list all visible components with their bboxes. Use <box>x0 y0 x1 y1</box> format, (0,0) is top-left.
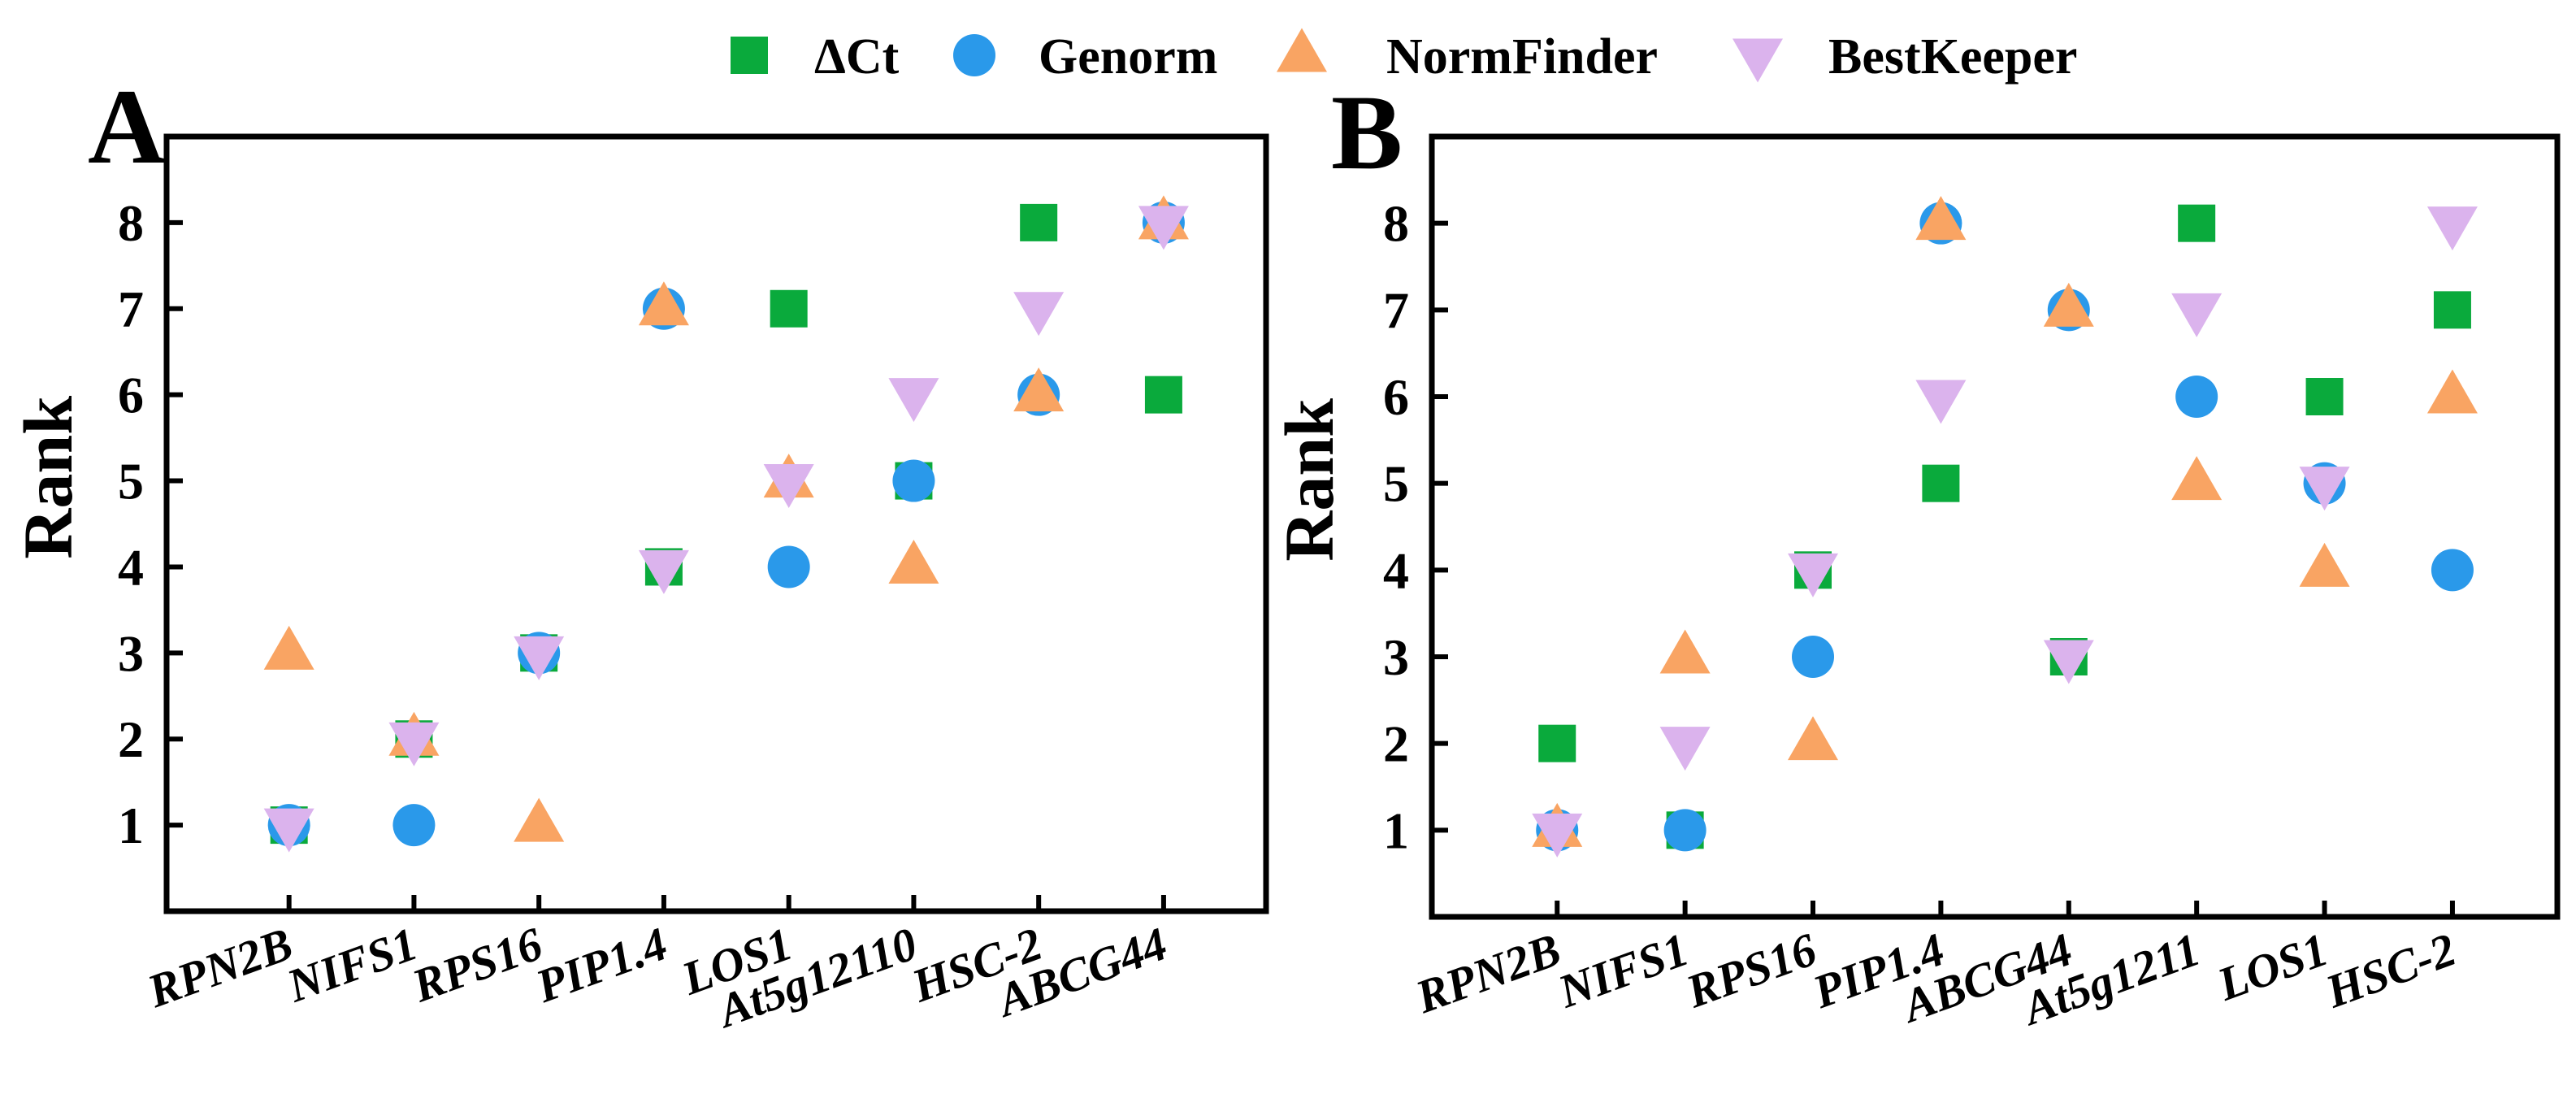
series-bestkeeper <box>263 206 1189 853</box>
point-normfinder <box>638 281 689 326</box>
y-tick-label: 3 <box>1383 628 1409 686</box>
legend-marker-dct <box>731 37 768 74</box>
point-bestkeeper <box>263 808 314 853</box>
point-dct <box>1922 464 1960 502</box>
point-normfinder <box>514 797 565 842</box>
y-tick-label: 2 <box>1383 715 1409 773</box>
legend-label-normfinder: NormFinder <box>1386 29 1658 85</box>
x-tick-label: RPN2B <box>1408 923 1568 1023</box>
point-genorm <box>2431 549 2474 592</box>
point-bestkeeper <box>2426 206 2478 251</box>
point-bestkeeper <box>1138 206 1189 250</box>
legend-marker-bestkeeper <box>1733 38 1783 83</box>
series-normfinder <box>1532 196 2478 847</box>
x-tick-label: LOS1 <box>2210 923 2335 1011</box>
point-bestkeeper <box>888 378 939 423</box>
point-bestkeeper <box>1659 727 1711 771</box>
point-dct <box>2178 204 2216 242</box>
point-normfinder <box>888 539 939 584</box>
point-bestkeeper <box>2043 640 2094 684</box>
x-tick-label: PIP1.4 <box>528 917 674 1013</box>
point-normfinder <box>2299 542 2350 587</box>
plot-frame <box>1429 133 2561 920</box>
point-dct <box>1538 724 1576 762</box>
y-tick-label: 1 <box>118 797 144 854</box>
point-dct <box>1020 203 1058 241</box>
y-tick-label: 1 <box>1383 801 1409 859</box>
point-bestkeeper <box>638 549 689 594</box>
point-bestkeeper <box>1532 813 1583 858</box>
point-bestkeeper <box>388 722 440 766</box>
point-normfinder <box>1659 629 1711 674</box>
y-axis-title: Rank <box>9 396 87 559</box>
point-normfinder <box>2171 456 2223 501</box>
y-tick-label: 5 <box>118 453 144 510</box>
point-genorm <box>2175 376 2218 418</box>
y-tick-label: 3 <box>118 624 144 682</box>
point-bestkeeper <box>763 464 814 509</box>
point-dct <box>2433 291 2471 329</box>
panel-letter: B <box>1331 72 1403 192</box>
y-tick-label: 8 <box>1383 195 1409 253</box>
point-bestkeeper <box>1788 553 1839 597</box>
chart-panel-b: 12345678RPN2BNIFS1RPS16PIP1.4ABCG44At5g1… <box>1270 72 2561 1036</box>
point-bestkeeper <box>1915 380 1967 424</box>
x-tick-label: HSC-2 <box>2318 923 2463 1018</box>
series-bestkeeper <box>1532 206 2478 858</box>
y-tick-label: 4 <box>1383 541 1409 599</box>
point-normfinder <box>1788 716 1839 761</box>
y-axis-title: Rank <box>1270 398 1348 562</box>
legend: ΔCt Genorm NormFinder BestKeeper <box>731 28 2077 85</box>
legend-label-genorm: Genorm <box>1039 29 1217 85</box>
point-genorm <box>892 459 935 502</box>
point-genorm <box>1792 636 1835 678</box>
point-normfinder <box>2043 282 2094 327</box>
legend-marker-genorm <box>953 34 995 76</box>
x-tick-label: NIFS1 <box>1550 923 1695 1018</box>
point-bestkeeper <box>2171 293 2223 337</box>
plot-frame <box>163 133 1269 914</box>
point-bestkeeper <box>1013 292 1065 337</box>
legend-label-bestkeeper: BestKeeper <box>1828 29 2077 85</box>
y-tick-label: 5 <box>1383 455 1409 513</box>
panel-letter: A <box>88 67 165 186</box>
x-tick-label: RPS16 <box>405 917 549 1013</box>
point-genorm <box>392 804 436 847</box>
point-genorm <box>767 545 810 588</box>
y-tick-label: 6 <box>1383 368 1409 426</box>
y-tick-label: 4 <box>118 538 144 596</box>
x-tick-label: RPS16 <box>1679 923 1824 1018</box>
point-bestkeeper <box>514 636 565 680</box>
point-dct <box>1144 376 1182 414</box>
y-tick-label: 2 <box>118 710 144 768</box>
x-tick-label: NIFS1 <box>280 917 424 1013</box>
point-bestkeeper <box>2299 467 2350 511</box>
y-tick-label: 7 <box>1383 281 1409 339</box>
y-tick-label: 6 <box>118 367 144 424</box>
y-tick-label: 7 <box>118 280 144 338</box>
point-normfinder <box>2426 369 2478 414</box>
point-genorm <box>1663 809 1706 852</box>
y-tick-label: 8 <box>118 194 144 252</box>
point-dct <box>770 289 808 328</box>
x-tick-label: RPN2B <box>140 917 299 1018</box>
legend-label-dct: ΔCt <box>814 29 900 85</box>
point-normfinder <box>1013 367 1065 412</box>
point-dct <box>2305 378 2344 415</box>
legend-marker-normfinder <box>1277 28 1327 72</box>
point-normfinder <box>263 625 314 670</box>
point-normfinder <box>1915 196 1967 241</box>
